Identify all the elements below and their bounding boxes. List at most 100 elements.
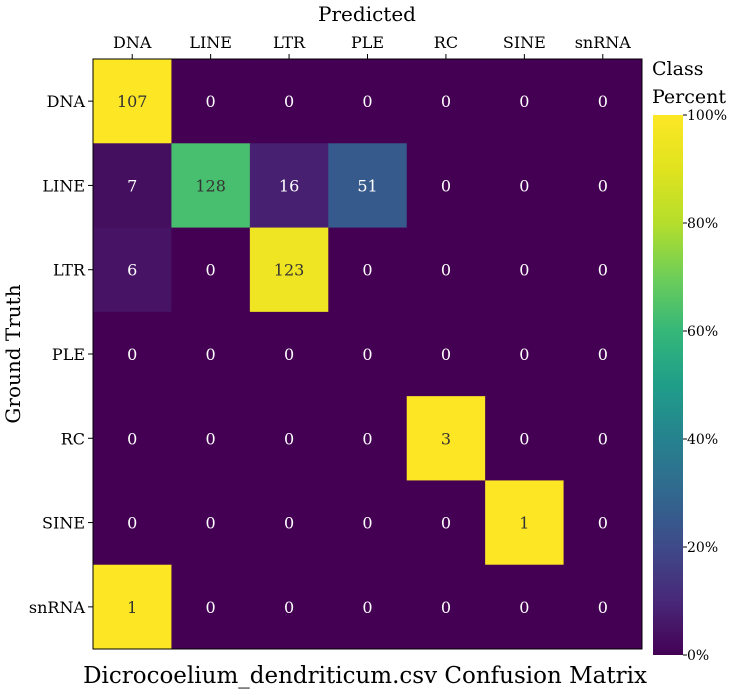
x-tick-label: RC bbox=[434, 33, 458, 52]
x-axis-title: Predicted bbox=[318, 2, 416, 26]
heatmap-cell bbox=[563, 227, 643, 313]
cell-value-label: 0 bbox=[284, 598, 294, 617]
cell-value-label: 0 bbox=[441, 176, 451, 195]
heatmap-cell bbox=[93, 59, 172, 144]
colorbar-tick-label: 80% bbox=[687, 216, 718, 232]
cell-value-label: 3 bbox=[441, 429, 451, 448]
heatmap-cell bbox=[171, 396, 251, 481]
cell-value-label: 0 bbox=[206, 92, 216, 111]
heatmap-cell bbox=[485, 564, 565, 650]
colorbar-title-line2: Percent bbox=[652, 86, 726, 108]
heatmap-cell bbox=[93, 396, 172, 481]
cell-value-label: 128 bbox=[195, 176, 226, 195]
cell-value-label: 0 bbox=[127, 514, 137, 533]
x-tick-label: snRNA bbox=[575, 33, 632, 52]
heatmap-cell bbox=[249, 564, 329, 650]
x-tick-label: LTR bbox=[273, 33, 306, 52]
cell-value-label: 0 bbox=[598, 598, 608, 617]
cell-value-label: 0 bbox=[598, 92, 608, 111]
cell-value-label: 0 bbox=[127, 345, 137, 364]
x-tick-label: SINE bbox=[503, 33, 546, 52]
cell-value-label: 0 bbox=[598, 345, 608, 364]
heatmap-cell bbox=[93, 143, 172, 229]
cell-value-label: 0 bbox=[206, 598, 216, 617]
cell-value-label: 6 bbox=[127, 261, 137, 280]
x-tick-label: LINE bbox=[189, 33, 232, 52]
cell-value-label: 0 bbox=[362, 92, 372, 111]
heatmap-cell bbox=[328, 143, 408, 229]
cell-value-label: 1 bbox=[127, 598, 137, 617]
cell-value-label: 0 bbox=[362, 261, 372, 280]
heatmap-cell bbox=[249, 480, 329, 566]
cell-value-label: 0 bbox=[598, 261, 608, 280]
cell-value-label: 0 bbox=[284, 429, 294, 448]
heatmap-cell bbox=[249, 59, 329, 144]
cell-value-label: 0 bbox=[441, 345, 451, 364]
heatmap-cells bbox=[93, 59, 643, 650]
heatmap-cell bbox=[93, 311, 172, 397]
cell-value-label: 123 bbox=[274, 261, 305, 280]
colorbar-title-line1: Class bbox=[652, 58, 703, 80]
cell-value-label: 0 bbox=[284, 345, 294, 364]
x-tick-label: DNA bbox=[113, 33, 152, 52]
heatmap-cell bbox=[328, 59, 408, 144]
heatmap-cell bbox=[406, 59, 486, 144]
y-tick-label: PLE bbox=[52, 345, 85, 364]
colorbar-tick-label: 20% bbox=[687, 540, 718, 556]
cell-value-label: 0 bbox=[598, 176, 608, 195]
heatmap-cell bbox=[485, 311, 565, 397]
y-tick-labels: DNA LINE LTR PLE RC SINE snRNA bbox=[29, 92, 93, 617]
heatmap-cell bbox=[406, 396, 486, 481]
heatmap-cell bbox=[485, 480, 565, 566]
cell-value-label: 0 bbox=[519, 176, 529, 195]
colorbar-ticks: 0% 20% 40% 60% 80% 100% bbox=[683, 108, 727, 664]
y-axis-title: Ground Truth bbox=[1, 284, 25, 423]
heatmap-cell bbox=[406, 143, 486, 229]
cell-value-label: 0 bbox=[519, 261, 529, 280]
cell-value-label: 0 bbox=[362, 598, 372, 617]
cell-value-label: 0 bbox=[206, 514, 216, 533]
cell-value-label: 16 bbox=[279, 176, 299, 195]
colorbar-tick-label: 0% bbox=[687, 648, 709, 664]
cell-value-label: 0 bbox=[206, 345, 216, 364]
cell-value-label: 0 bbox=[127, 429, 137, 448]
heatmap-cell bbox=[406, 480, 486, 566]
heatmap-cell bbox=[249, 311, 329, 397]
heatmap-cell bbox=[328, 396, 408, 481]
y-tick-label: SINE bbox=[42, 514, 85, 533]
cell-value-label: 0 bbox=[441, 514, 451, 533]
cell-value-label: 0 bbox=[206, 261, 216, 280]
x-tick-label: PLE bbox=[351, 33, 384, 52]
heatmap-cell bbox=[563, 396, 643, 481]
heatmap-cell bbox=[406, 564, 486, 650]
cell-value-label: 0 bbox=[441, 598, 451, 617]
heatmap-cell bbox=[485, 59, 565, 144]
x-tick-labels: DNA LINE LTR PLE RC SINE snRNA bbox=[113, 33, 631, 59]
chart-title: Dicrocoelium_dendriticum.csv Confusion M… bbox=[83, 663, 647, 689]
heatmap-cell bbox=[328, 311, 408, 397]
heatmap-cell bbox=[171, 564, 251, 650]
y-tick-label: RC bbox=[61, 429, 85, 448]
cell-value-label: 0 bbox=[441, 261, 451, 280]
cell-value-label: 0 bbox=[519, 429, 529, 448]
colorbar-tick-label: 40% bbox=[687, 432, 718, 448]
y-tick-label: DNA bbox=[47, 92, 86, 111]
heatmap-cell bbox=[249, 143, 329, 229]
heatmap-cell bbox=[328, 227, 408, 313]
cell-value-label: 0 bbox=[519, 92, 529, 111]
cell-value-label: 0 bbox=[519, 345, 529, 364]
colorbar-tick-label: 100% bbox=[687, 108, 727, 124]
heatmap-cell bbox=[485, 396, 565, 481]
colorbar-tick-label: 60% bbox=[687, 324, 718, 340]
heatmap-cell bbox=[328, 564, 408, 650]
heatmap-cell bbox=[406, 227, 486, 313]
heatmap-cell bbox=[171, 59, 251, 144]
heatmap-cell bbox=[563, 143, 643, 229]
cell-value-label: 0 bbox=[441, 92, 451, 111]
cell-value-label: 0 bbox=[362, 514, 372, 533]
heatmap-value-labels: 107 0 0 0 0 0 0 7 128 16 51 0 0 0 6 0 123 0 0 0 0 0 0 0 0 0 0 0 0 0 0 0… bbox=[117, 92, 608, 617]
heatmap-cell bbox=[485, 143, 565, 229]
heatmap-cell bbox=[171, 480, 251, 566]
heatmap-cell bbox=[249, 227, 329, 313]
